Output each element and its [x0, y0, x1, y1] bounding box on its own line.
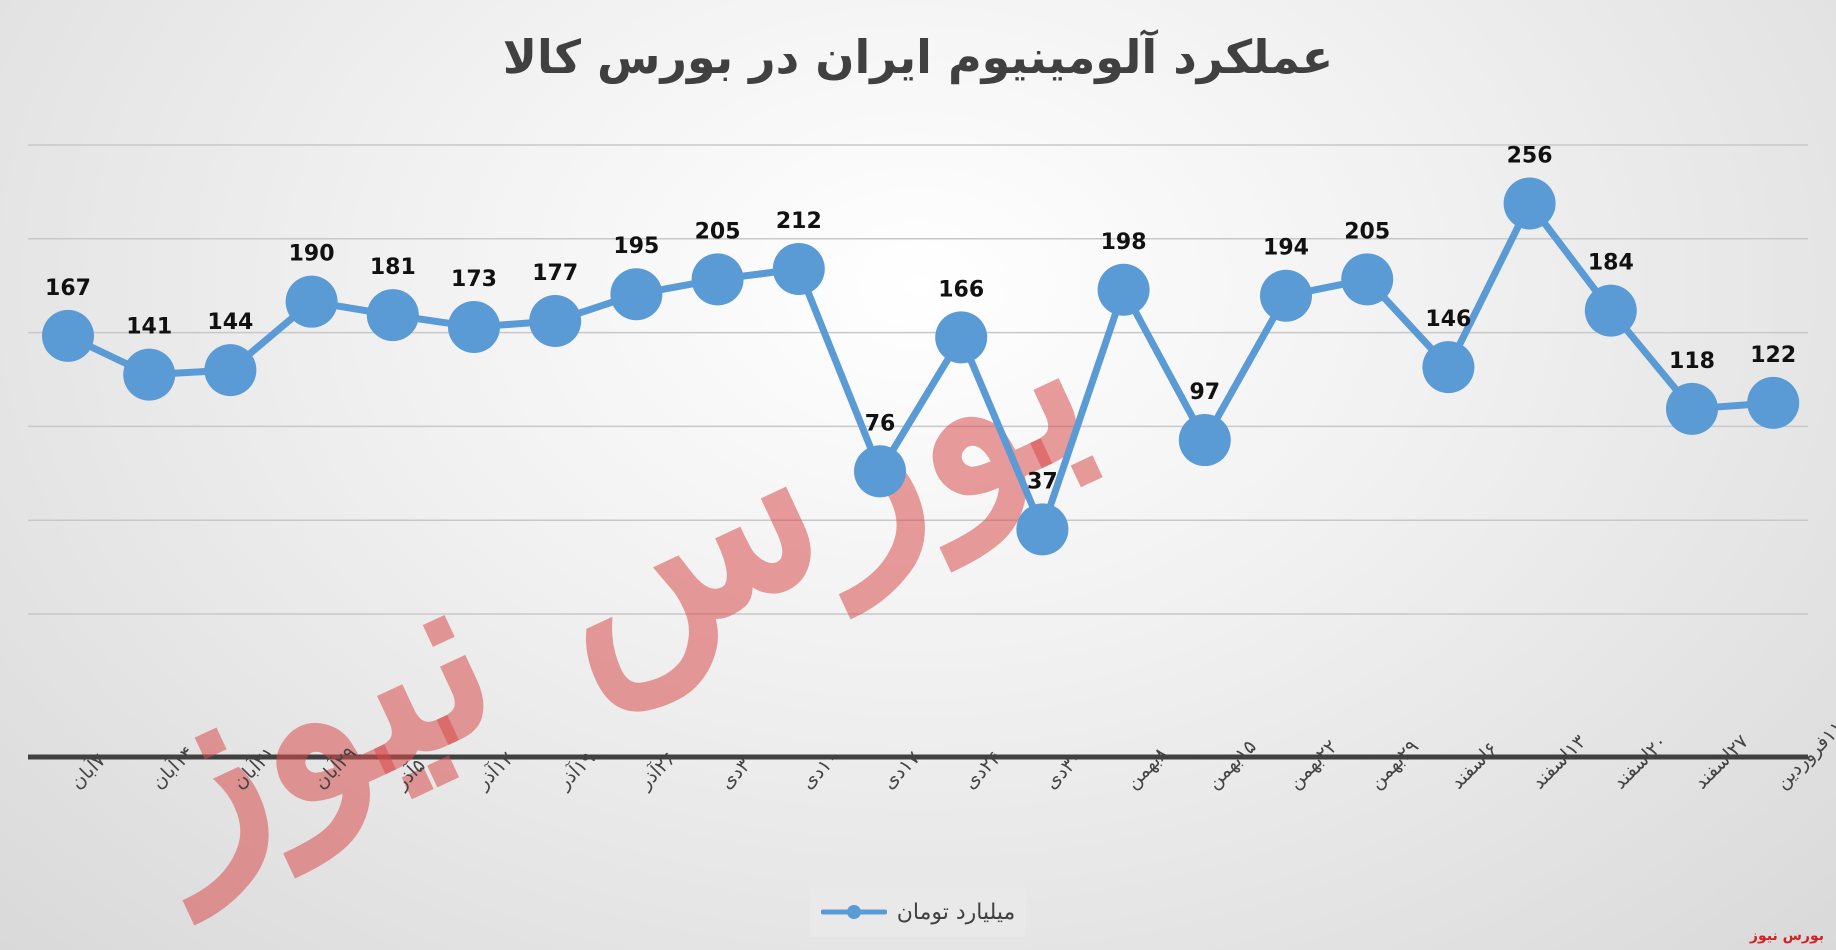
- data-label: 144: [207, 310, 253, 335]
- x-tick-label: ۱۳اسفند: [1528, 731, 1591, 794]
- x-tick-label: ۲۹بهمن: [1365, 736, 1423, 794]
- legend: میلیارد تومان: [810, 887, 1026, 937]
- x-tick-label: ۲۶آذر: [632, 746, 680, 794]
- data-point: [285, 275, 338, 328]
- data-labels: 167 141 144 190 181 173 177 195 205 212 76 166 37 198…: [45, 143, 1796, 494]
- data-label: 205: [695, 219, 741, 244]
- data-point: [772, 242, 825, 295]
- data-point: [854, 445, 906, 498]
- data-point: [1260, 269, 1312, 322]
- watermark-corner-text: بورس نیوز: [1749, 928, 1824, 944]
- data-label: 173: [451, 267, 497, 292]
- data-point: [1097, 263, 1150, 316]
- data-point: [1503, 177, 1556, 230]
- data-label: 190: [289, 242, 335, 267]
- data-label: 198: [1101, 230, 1147, 255]
- legend-label: میلیارد تومان: [896, 899, 1016, 925]
- x-tick-label: ۲۲بهمن: [1284, 736, 1342, 794]
- data-point: [610, 268, 663, 321]
- data-label: 194: [1263, 236, 1309, 261]
- data-label: 177: [532, 261, 578, 286]
- data-label: 184: [1588, 251, 1634, 276]
- data-label: 76: [865, 411, 896, 436]
- series-line-layer: [66, 199, 1774, 533]
- x-tick-label: ۳دی: [716, 754, 755, 793]
- x-tick-label: ۳۰دی: [1040, 747, 1087, 794]
- x-tick-label: ۸بهمن: [1122, 743, 1173, 794]
- data-point: [1422, 341, 1475, 394]
- data-point: [1666, 382, 1718, 435]
- data-label: 212: [776, 209, 822, 234]
- data-label: 195: [613, 234, 659, 259]
- data-point: [123, 348, 176, 401]
- series-points: [42, 177, 1800, 556]
- data-label: 97: [1189, 380, 1220, 405]
- x-tick-label: ۲۷اسفند: [1690, 731, 1753, 794]
- x-tick-label: ۲۴دی: [959, 747, 1006, 794]
- data-label: 181: [370, 255, 416, 280]
- chart-title: عملکرد آلومینیوم ایران در بورس کالا: [502, 30, 1334, 84]
- data-point: [1016, 503, 1069, 556]
- x-tick-label: ۱۷دی: [878, 747, 925, 794]
- x-tick-label: ۶اسفند: [1446, 738, 1502, 794]
- legend-marker: [820, 905, 887, 919]
- data-point: [1341, 253, 1394, 306]
- data-label: 167: [45, 276, 91, 301]
- x-tick-label: ۱۹آذر: [551, 746, 599, 794]
- data-point: [448, 300, 500, 353]
- data-point: [935, 311, 988, 364]
- data-point: [529, 295, 582, 348]
- gridlines: [28, 144, 1808, 760]
- data-point: [1584, 284, 1637, 337]
- data-point: [204, 344, 257, 397]
- series-line: [66, 199, 1774, 533]
- data-label: 37: [1027, 469, 1058, 494]
- x-tick-label: ۱۰دی: [797, 747, 844, 794]
- x-tick-label: ۲۰اسفند: [1609, 731, 1672, 794]
- data-label: 141: [126, 315, 172, 340]
- data-label: 166: [938, 277, 984, 302]
- data-point: [1747, 376, 1800, 429]
- data-label: 205: [1344, 219, 1390, 244]
- data-label: 146: [1425, 307, 1471, 332]
- data-point: [1178, 414, 1231, 467]
- data-label: 118: [1669, 349, 1715, 374]
- data-point: [42, 309, 94, 362]
- data-point: [691, 253, 744, 306]
- data-label: 256: [1507, 143, 1553, 168]
- data-label: 122: [1750, 343, 1796, 368]
- data-point: [366, 289, 419, 342]
- x-tick-label: ۱۵بهمن: [1203, 736, 1261, 794]
